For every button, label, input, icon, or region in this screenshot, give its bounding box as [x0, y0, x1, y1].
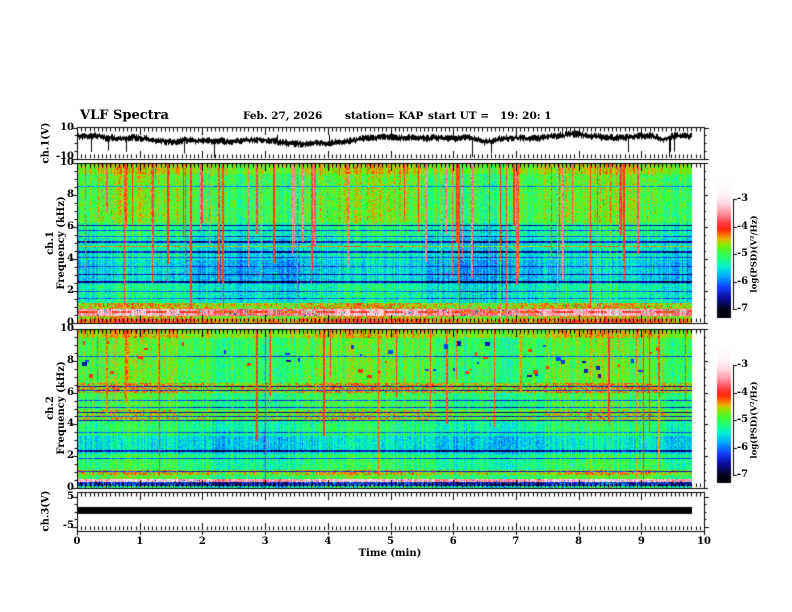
colorbar2-axis-label: log(PSD)(V²/Hz)	[749, 381, 760, 459]
spec2-y-tick-label: 6	[67, 386, 74, 398]
colorbar1-axis-label: log(PSD)(V²/Hz)	[749, 215, 760, 293]
ch1-wave-ymin-label: -10	[55, 151, 74, 162]
start-ut-label: start UT = 19: 20: 1	[428, 110, 552, 122]
date-label: Feb. 27, 2026	[243, 110, 323, 122]
spec2-channel-label: ch.2	[45, 396, 56, 420]
spec1-frequency-label: Frequency (kHz)	[56, 196, 67, 290]
spec2-y-tick-label: 10	[60, 323, 74, 334]
ch3-ymax-label: 5	[67, 491, 74, 502]
colorbar2-tick-label: -4	[737, 386, 749, 398]
colorbar1-tick-label: -6	[737, 275, 749, 287]
spec2-axis-label: ch.2 Frequency (kHz)	[45, 361, 67, 454]
figure-title: VLF Spectra	[80, 108, 169, 123]
spec2-frequency-label: Frequency (kHz)	[56, 361, 67, 455]
x-tick-label: 9	[637, 536, 645, 547]
x-tick-label: 8	[575, 536, 583, 547]
x-tick-label: 1	[136, 536, 144, 547]
ch3-ymin-label: -5	[62, 520, 74, 531]
x-tick-label: 6	[449, 536, 457, 547]
ch3-axis-label: ch.3(V)	[40, 490, 52, 532]
x-tick-label: 0	[73, 536, 81, 547]
spec1-y-tick-label: 4	[67, 253, 74, 264]
spec2-y-tick-label: 0	[67, 482, 74, 493]
x-tick-label: 4	[324, 536, 332, 547]
colorbar2-tick-label: -6	[737, 441, 749, 453]
colorbar2-tick-label: -7	[737, 469, 749, 480]
spec2-y-tick-label: 2	[67, 450, 74, 462]
colorbar1-tick-label: -5	[737, 248, 749, 259]
colorbar1-tick-label: -3	[737, 193, 749, 204]
spec1-channel-label: ch.1	[45, 231, 56, 255]
spec1-y-tick-label: 8	[67, 189, 74, 200]
ch1-wave-ymax-label: 10	[60, 122, 74, 133]
spec1-y-tick-label: 10	[60, 157, 74, 168]
colorbar2-tick-label: -3	[737, 359, 749, 370]
spec2-y-tick-label: 8	[67, 354, 74, 366]
x-tick-label: 5	[387, 536, 394, 547]
colorbar1-tick-label: -4	[737, 220, 749, 232]
spec1-y-tick-label: 6	[67, 221, 74, 232]
colorbar1-tick-label: -7	[737, 303, 749, 314]
x-tick-label: 3	[261, 536, 269, 547]
station-label: station= KAP	[345, 110, 424, 122]
spec1-y-tick-label: 0	[67, 317, 74, 328]
x-tick-label: 7	[512, 536, 520, 547]
spec1-axis-label: ch.1 Frequency (kHz)	[45, 196, 67, 289]
x-tick-label: 2	[198, 536, 206, 547]
spec2-y-tick-label: 4	[67, 418, 74, 430]
x-tick-label: 10	[697, 536, 711, 547]
colorbar2-tick-label: -5	[737, 414, 749, 425]
spec1-y-tick-label: 2	[67, 285, 74, 296]
x-axis-title: Time (min)	[358, 548, 422, 559]
